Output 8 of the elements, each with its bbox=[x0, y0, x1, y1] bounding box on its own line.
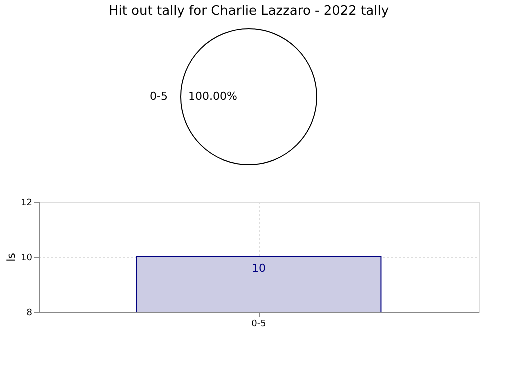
y-tick-label: 8 bbox=[26, 308, 33, 318]
data-label: 10 bbox=[252, 262, 266, 275]
y-axis-title: ls bbox=[5, 252, 18, 262]
data-label: 100.00% bbox=[188, 90, 238, 103]
slice-label: 0-5 bbox=[150, 90, 168, 103]
y-tick-label: 12 bbox=[21, 198, 32, 208]
y-tick-label: 10 bbox=[21, 254, 33, 264]
chart-title: Hit out tally for Charlie Lazzaro - 2022 tally bbox=[108, 4, 390, 19]
